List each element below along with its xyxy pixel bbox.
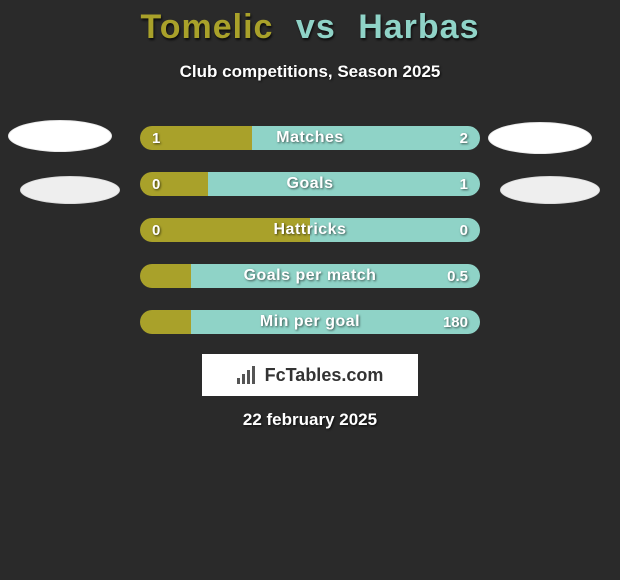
bar-value-left: 1: [152, 126, 160, 150]
title-player1: Tomelic: [141, 8, 274, 46]
subtitle: Club competitions, Season 2025: [0, 62, 620, 82]
comparison-bars: Matches12Goals01Hattricks00Goals per mat…: [140, 126, 480, 356]
bar-label: Min per goal: [140, 310, 480, 334]
bar-value-left: 0: [152, 172, 160, 196]
bar-value-right: 2: [460, 126, 468, 150]
bar-value-right: 0.5: [447, 264, 468, 288]
brand-box: FcTables.com: [202, 354, 418, 396]
bar-row: Goals per match0.5: [140, 264, 480, 288]
date-text: 22 february 2025: [0, 410, 620, 430]
title-vs: vs: [296, 8, 336, 46]
badge-placeholder-4: [500, 176, 600, 204]
bar-row: Hattricks0 0: [140, 218, 480, 242]
bar-value-right: 1: [460, 172, 468, 196]
title: Tomelic vs Harbas: [0, 8, 620, 47]
stats-card: Tomelic vs Harbas Club competitions, Sea…: [0, 0, 620, 580]
brand-chart-icon: [237, 366, 259, 384]
badge-placeholder-2: [20, 176, 120, 204]
badge-placeholder-3: [488, 122, 592, 154]
brand-text: FcTables.com: [265, 365, 384, 386]
bar-value-left: 0: [152, 218, 160, 242]
bar-row: Matches1 2: [140, 126, 480, 150]
bar-label: Matches: [140, 126, 480, 150]
bar-row: Min per goal180: [140, 310, 480, 334]
bar-value-right: 0: [460, 218, 468, 242]
bar-label: Goals per match: [140, 264, 480, 288]
badge-placeholder-1: [8, 120, 112, 152]
bar-value-right: 180: [443, 310, 468, 334]
title-player2: Harbas: [358, 8, 479, 46]
bar-label: Hattricks: [140, 218, 480, 242]
bar-row: Goals0 1: [140, 172, 480, 196]
bar-label: Goals: [140, 172, 480, 196]
